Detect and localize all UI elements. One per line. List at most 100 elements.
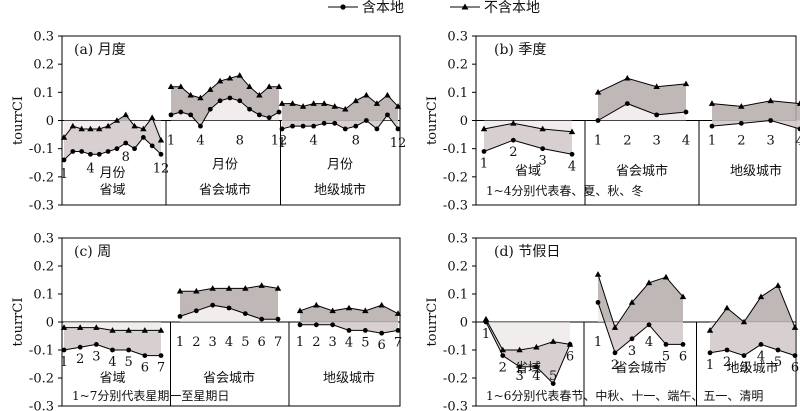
y-axis-label: tourrCI <box>425 96 440 145</box>
marker-without-local <box>320 100 328 106</box>
marker-without-local <box>69 122 77 129</box>
marker-without-local <box>774 282 782 288</box>
group-1: 1 23 4 56 省域 <box>482 315 574 386</box>
x-tick-label: 1 <box>482 327 490 342</box>
line-with-local <box>597 103 687 121</box>
marker-without-local <box>362 307 369 314</box>
x-tick-label: 4 <box>645 335 653 350</box>
x-tick-label: 12 <box>390 136 407 151</box>
group-3: 1 2 34 5 6 地级城市 <box>706 282 799 376</box>
marker-with-local <box>168 112 174 118</box>
marker-with-local <box>353 123 359 129</box>
marker-with-local <box>266 115 272 121</box>
marker-with-local <box>242 311 248 316</box>
marker-without-local <box>352 97 360 104</box>
y-tick-label: -0.2 <box>443 372 468 387</box>
marker-without-local <box>275 83 283 89</box>
marker-with-local <box>276 109 282 115</box>
marker-without-local <box>624 74 631 81</box>
line-without-local <box>485 318 571 351</box>
x-tick-label: 12 <box>153 161 170 176</box>
marker-without-local <box>76 324 84 330</box>
marker-with-local <box>569 151 575 157</box>
x-tick-label: 4 <box>757 349 765 364</box>
marker-with-local <box>96 151 102 157</box>
line-without-local <box>171 74 279 99</box>
y-tick-label: 0 <box>46 114 54 129</box>
y-tick-label: 0 <box>460 316 468 331</box>
marker-without-local <box>645 279 653 286</box>
panel-title: (b) 季度 <box>494 42 546 58</box>
y-tick-label: -0.3 <box>443 400 468 411</box>
x-tick-label: 3 <box>539 154 547 169</box>
x-tick-label: 5 <box>549 369 557 384</box>
marker-with-local <box>207 106 213 112</box>
x-tick-label: 2 <box>76 352 84 367</box>
marker-without-local <box>299 103 307 109</box>
panel-title: (c) 周 <box>74 244 111 260</box>
marker-without-local <box>209 285 216 291</box>
marker-with-local <box>279 126 285 132</box>
x-tick-label: 1 <box>176 335 184 350</box>
marker-with-local <box>534 364 539 370</box>
marker-with-local <box>724 347 730 353</box>
x-sub-label: 月份 <box>327 158 353 173</box>
marker-without-local <box>122 111 129 118</box>
marker-with-local <box>346 328 352 333</box>
marker-without-local <box>125 327 132 333</box>
x-tick-label: 6 <box>791 361 799 376</box>
marker-with-local <box>624 101 630 106</box>
marker-with-local <box>395 328 401 333</box>
line-without-local <box>711 100 800 107</box>
x-sub-label: 月份 <box>99 166 125 181</box>
x-tick-label: 4 <box>568 159 576 174</box>
marker-without-local <box>653 83 660 89</box>
marker-with-local <box>768 118 774 123</box>
marker-with-local <box>646 322 652 328</box>
marker-without-local <box>682 80 690 87</box>
marker-without-local <box>594 89 602 95</box>
marker-with-local <box>217 98 223 104</box>
legend-label-without-local: 不含本地 <box>484 0 540 16</box>
y-tick-label: -0.2 <box>29 170 54 185</box>
marker-without-local <box>628 299 636 305</box>
y-tick-label: 0.3 <box>33 232 54 247</box>
marker-with-local <box>707 350 713 356</box>
x-tick-label: 7 <box>157 361 165 376</box>
marker-without-local <box>516 346 523 353</box>
line-without-local <box>483 122 573 133</box>
marker-without-local <box>226 74 234 81</box>
marker-without-local <box>236 72 243 78</box>
x-tick-label: 3 <box>628 344 636 359</box>
marker-without-local <box>60 324 68 330</box>
area-between <box>171 75 279 127</box>
marker-with-local <box>612 350 618 356</box>
marker-with-local <box>654 112 660 118</box>
marker-with-local <box>149 143 155 149</box>
y-tick-label: 0 <box>46 316 54 331</box>
marker-with-local <box>758 342 764 347</box>
marker-with-local <box>132 146 137 152</box>
marker-with-local <box>379 330 385 336</box>
x-tick-label: 2 <box>312 335 320 350</box>
marker-without-local <box>193 287 200 294</box>
marker-with-local <box>741 353 747 358</box>
marker-with-local <box>198 123 203 129</box>
marker-without-local <box>131 122 138 129</box>
y-tick-label: 0.3 <box>33 30 54 45</box>
line-with-local <box>485 321 571 385</box>
marker-with-local <box>342 126 348 132</box>
marker-without-local <box>148 114 156 120</box>
marker-without-local <box>482 315 490 322</box>
marker-without-local <box>216 77 224 84</box>
marker-with-local <box>237 98 243 104</box>
x-tick-label: 3 <box>329 335 337 350</box>
x-tick-label: 5 <box>241 335 249 350</box>
x-tick-label: 6 <box>566 349 574 364</box>
marker-without-local <box>384 91 391 98</box>
x-tick-label: 4 <box>108 355 116 370</box>
